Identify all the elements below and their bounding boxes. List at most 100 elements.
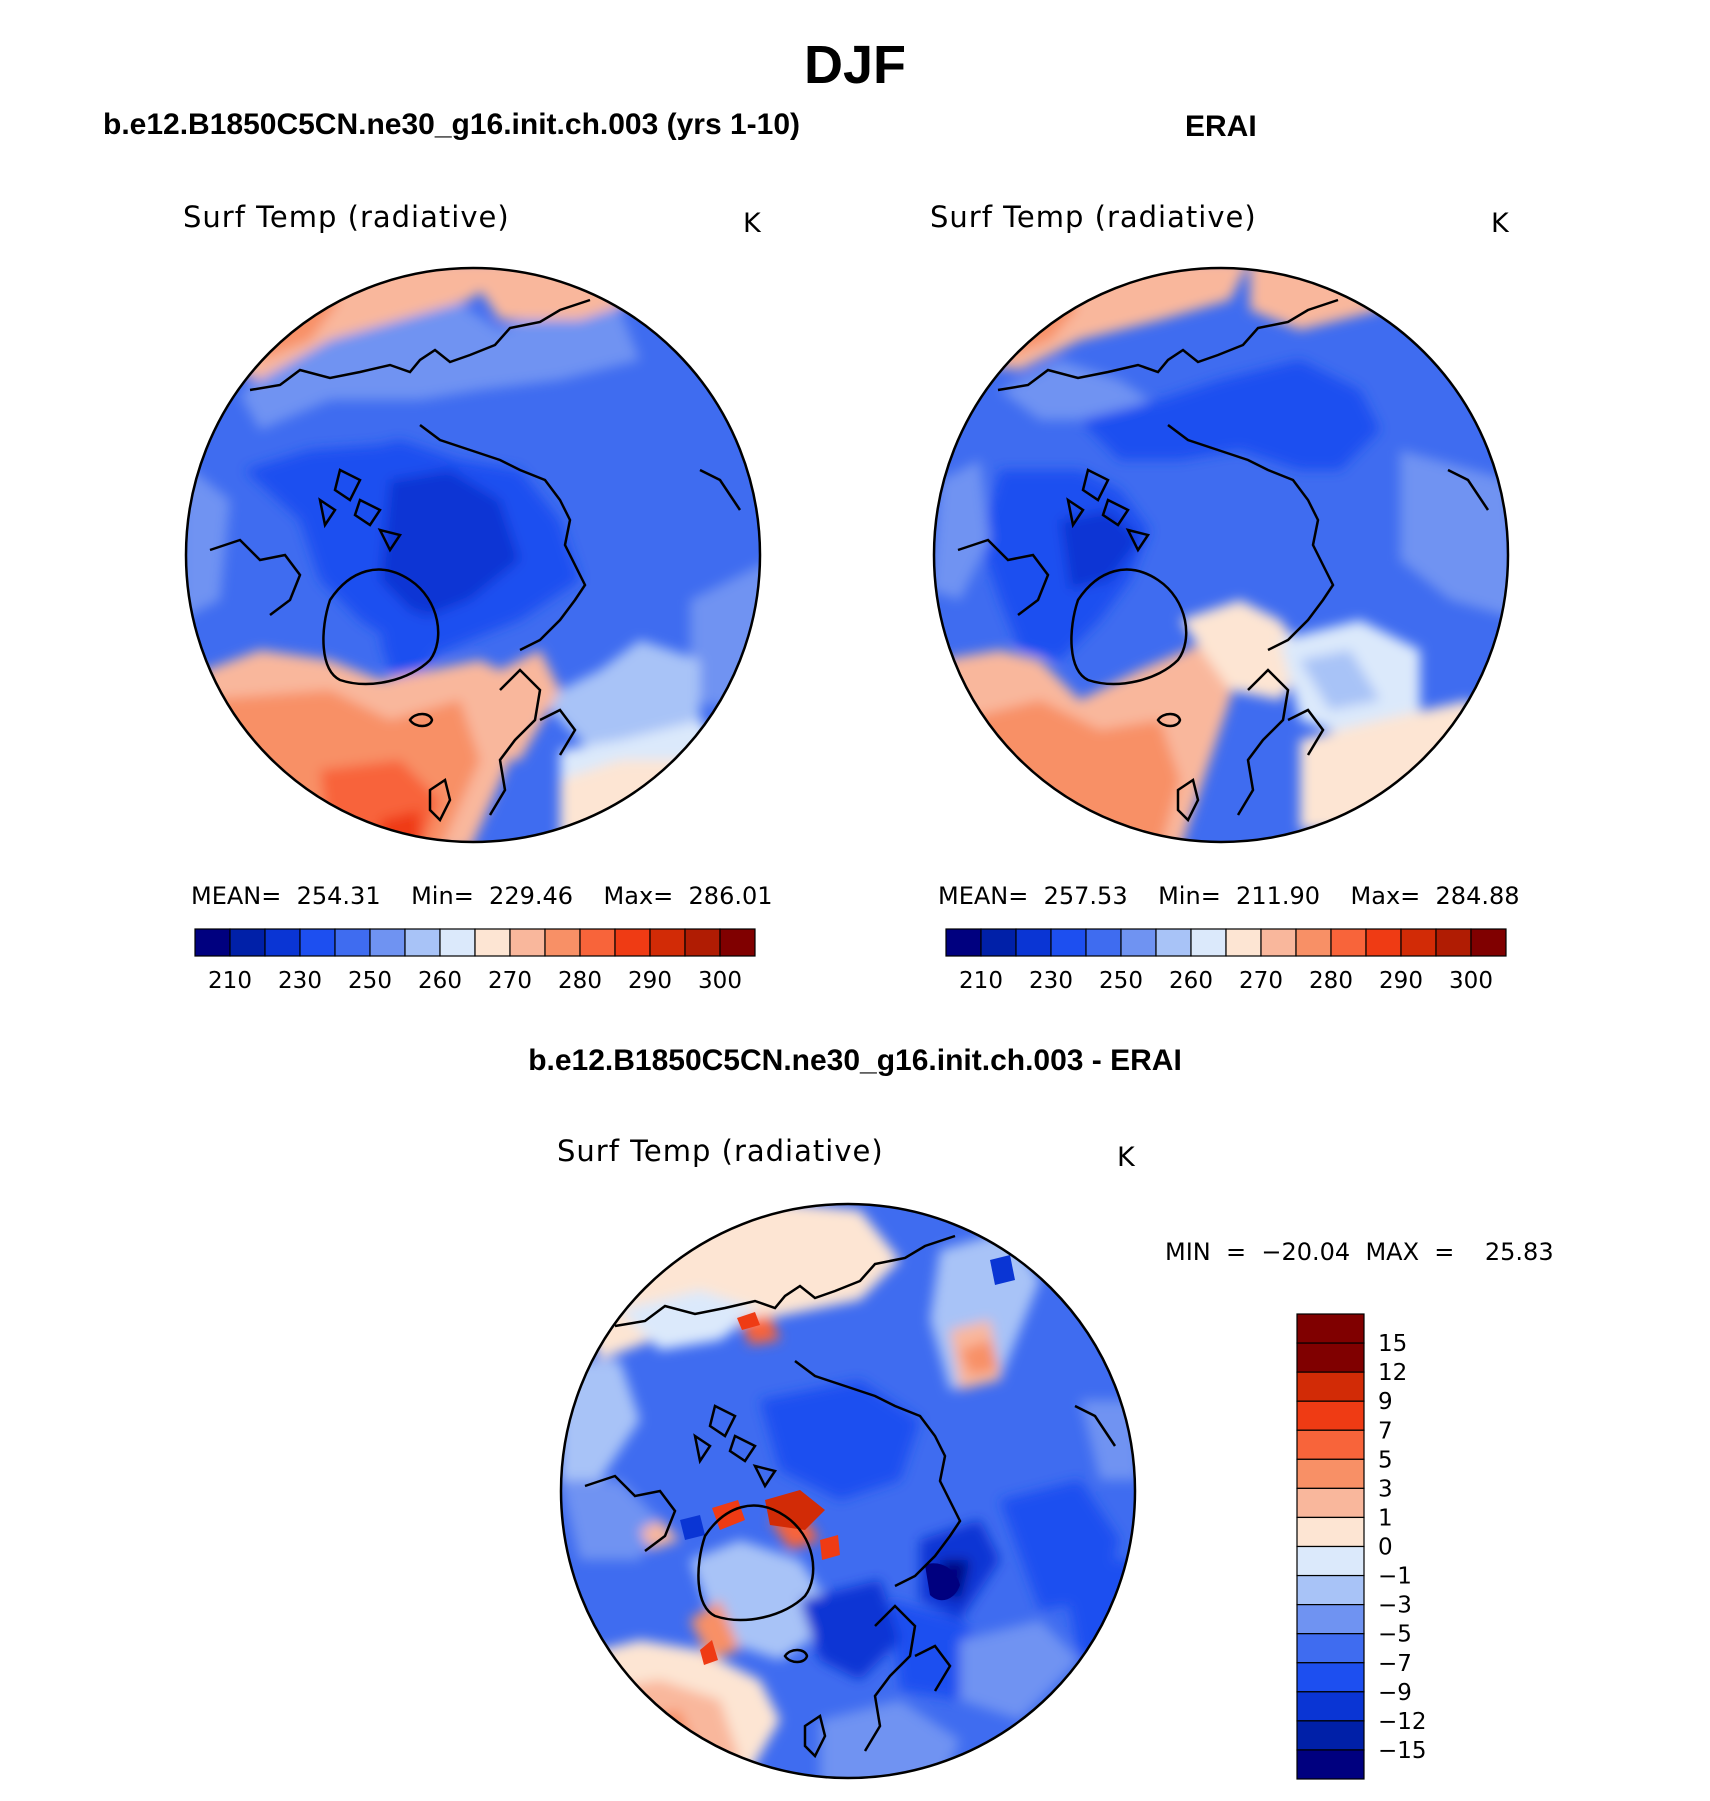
obs-colorbar-swatch-13 (1400, 928, 1437, 957)
obs-colorbar-swatch-1 (980, 928, 1017, 957)
diff-colorbar-tick-label: −7 (1378, 1651, 1412, 1677)
diff-colorbar-swatch-7 (1296, 1516, 1365, 1548)
model-colorbar-tick-label: 270 (488, 968, 532, 994)
diff-colorbar-tick-label: 5 (1378, 1447, 1393, 1473)
obs-variable-label: Surf Temp (radiative) (930, 200, 1257, 234)
diff-colorbar-swatch-9 (1296, 1574, 1365, 1606)
model-colorbar-swatch-3 (299, 928, 336, 957)
model-colorbar-tick-label: 280 (558, 968, 602, 994)
model-colorbar: 210 230 250 260 270 280 290 300 (194, 928, 756, 994)
obs-colorbar-swatch-9 (1260, 928, 1297, 957)
diff-colorbar-tick-label: −15 (1378, 1738, 1427, 1764)
diff-colorbar-swatch-8 (1296, 1545, 1365, 1577)
model-variable-label: Surf Temp (radiative) (183, 200, 510, 234)
diff-colorbar-tick-label: 15 (1378, 1331, 1407, 1357)
obs-colorbar-swatch-0 (945, 928, 982, 957)
diff-colorbar-tick-label: 9 (1378, 1389, 1393, 1415)
model-colorbar-swatch-11 (579, 928, 616, 957)
obs-colorbar-tick-label: 290 (1379, 968, 1423, 994)
diff-colorbar-swatch-3 (1296, 1400, 1365, 1431)
diff-colorbar-swatch-11 (1296, 1633, 1365, 1664)
obs-colorbar-tick-label: 210 (959, 968, 1003, 994)
obs-colorbar-swatch-8 (1225, 928, 1262, 957)
diff-units-label: K (1117, 1142, 1135, 1173)
diff-map-border (559, 1202, 1137, 1780)
diff-colorbar-tick-label: 3 (1378, 1476, 1393, 1502)
obs-colorbar-swatch-3 (1050, 928, 1087, 957)
diff-colorbar-tick-label: 0 (1378, 1535, 1393, 1561)
obs-colorbar-swatch-11 (1330, 928, 1367, 957)
main-title: DJF (803, 35, 906, 95)
model-colorbar-swatch-8 (474, 928, 511, 957)
obs-colorbar-tick-label: 270 (1239, 968, 1283, 994)
obs-colorbar-tick-label: 260 (1169, 968, 1213, 994)
obs-colorbar-tick-label: 230 (1029, 968, 1073, 994)
obs-coastlines (957, 298, 1490, 823)
model-colorbar-swatch-9 (509, 928, 546, 957)
obs-colorbar-swatch-5 (1120, 928, 1157, 957)
obs-panel-title: ERAI (1185, 110, 1257, 143)
model-colorbar-swatch-13 (649, 928, 686, 957)
diff-variable-label: Surf Temp (radiative) (557, 1134, 884, 1168)
model-colorbar-swatch-5 (369, 928, 406, 957)
diff-colorbar-tick-label: 12 (1378, 1360, 1407, 1386)
obs-colorbar-swatch-7 (1190, 928, 1227, 957)
diff-colorbar-tick-label: −3 (1378, 1593, 1412, 1619)
diff-colorbar-tick-label: −5 (1378, 1622, 1412, 1648)
model-colorbar-swatch-12 (614, 928, 651, 957)
diff-colorbar-swatch-14 (1296, 1720, 1365, 1751)
obs-colorbar-swatch-12 (1365, 928, 1402, 957)
obs-stats: MEAN= 257.53 Min= 211.90 Max= 284.88 (938, 882, 1520, 910)
model-panel-title: b.e12.B1850C5CN.ne30_g16.init.ch.003 (yr… (103, 108, 801, 141)
obs-colorbar-swatch-10 (1295, 928, 1332, 957)
diff-colorbar: 15 12 9 7 5 3 1 0 −1 −3 −5 −7 −9 −12 −15 (1296, 1313, 1427, 1780)
model-colorbar-tick-label: 260 (418, 968, 462, 994)
obs-colorbar: 210 230 250 260 270 280 290 300 (945, 928, 1507, 994)
diff-colorbar-swatch-1 (1296, 1342, 1365, 1373)
diff-map-hotspots (680, 1255, 1015, 1665)
diff-colorbar-swatch-13 (1296, 1691, 1365, 1722)
model-colorbar-swatch-14 (684, 928, 721, 957)
model-colorbar-swatch-6 (404, 928, 441, 957)
diff-coastlines (584, 1234, 1117, 1759)
diff-colorbar-swatch-0 (1296, 1313, 1365, 1344)
diff-colorbar-swatch-2 (1296, 1371, 1365, 1402)
diff-colorbar-swatch-15 (1296, 1749, 1365, 1780)
model-colorbar-swatch-7 (439, 928, 476, 957)
obs-colorbar-tick-label: 300 (1449, 968, 1493, 994)
model-units-label: K (743, 208, 761, 239)
obs-colorbar-swatch-2 (1015, 928, 1052, 957)
diff-colorbar-tick-label: −1 (1378, 1564, 1412, 1590)
obs-colorbar-swatch-15 (1470, 928, 1507, 957)
model-map (186, 268, 760, 842)
diff-colorbar-tick-label: 7 (1378, 1418, 1393, 1444)
diff-colorbar-swatch-12 (1296, 1662, 1365, 1693)
model-colorbar-tick-label: 300 (698, 968, 742, 994)
model-colorbar-swatch-1 (229, 928, 266, 957)
diff-stats: MIN = −20.04 MAX = 25.83 (1165, 1238, 1554, 1266)
model-stats: MEAN= 254.31 Min= 229.46 Max= 286.01 (191, 882, 773, 910)
model-colorbar-tick-label: 230 (278, 968, 322, 994)
obs-colorbar-swatch-4 (1085, 928, 1122, 957)
model-colorbar-swatch-10 (544, 928, 581, 957)
model-colorbar-swatch-2 (264, 928, 301, 957)
model-colorbar-swatch-4 (334, 928, 371, 957)
diff-colorbar-swatch-4 (1296, 1429, 1365, 1460)
diff-colorbar-tick-label: −12 (1378, 1709, 1427, 1735)
diff-colorbar-tick-label: 1 (1378, 1505, 1393, 1531)
model-map-border (184, 266, 762, 844)
model-colorbar-tick-label: 290 (628, 968, 672, 994)
model-colorbar-swatch-15 (719, 928, 756, 957)
diff-panel-title: b.e12.B1850C5CN.ne30_g16.init.ch.003 - E… (528, 1044, 1182, 1077)
obs-colorbar-tick-label: 280 (1309, 968, 1353, 994)
diff-colorbar-tick-label: −9 (1378, 1680, 1412, 1706)
diff-colorbar-swatch-10 (1296, 1604, 1365, 1635)
model-colorbar-swatch-0 (194, 928, 231, 957)
diff-colorbar-swatch-5 (1296, 1458, 1365, 1489)
model-colorbar-tick-label: 210 (208, 968, 252, 994)
obs-colorbar-tick-label: 250 (1099, 968, 1143, 994)
obs-colorbar-swatch-6 (1155, 928, 1192, 957)
obs-map (934, 268, 1508, 842)
obs-units-label: K (1491, 208, 1509, 239)
